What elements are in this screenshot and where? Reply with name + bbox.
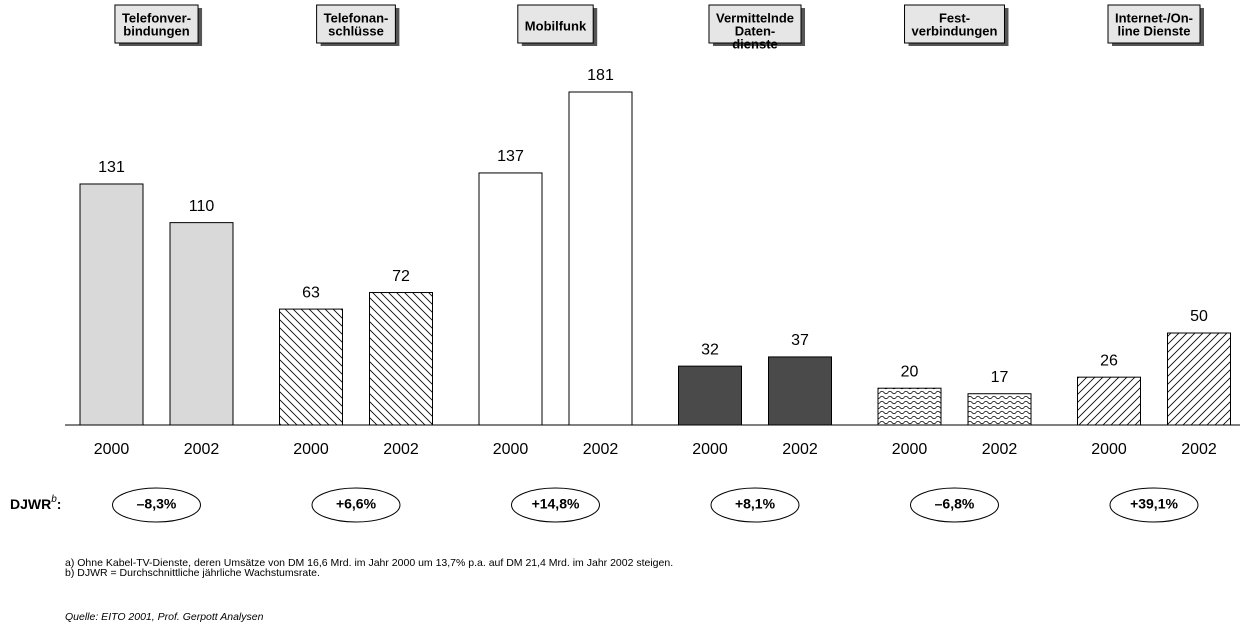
bar: [279, 308, 343, 426]
title-box: [708, 4, 802, 44]
bar: [877, 387, 942, 426]
value-label: 17: [991, 369, 1009, 386]
value-label: 63: [302, 284, 320, 301]
value-label: 181: [587, 67, 614, 84]
group-title: Mobilfunk: [525, 18, 587, 33]
bar: [369, 292, 433, 426]
bar: [967, 393, 1032, 426]
growth-ellipse: [112, 487, 201, 523]
growth-label: +8,1%: [735, 496, 776, 512]
bar: [678, 365, 742, 426]
group-title: bindungen: [123, 23, 189, 38]
value-label: 72: [392, 268, 410, 285]
group-title: Vermittelnde: [716, 10, 794, 25]
x-tick-label: 2002: [583, 441, 619, 458]
growth-label: +6,6%: [336, 496, 377, 512]
growth-ellipse: [511, 487, 600, 523]
growth-caption: DJWRb:: [10, 494, 61, 512]
x-tick-label: 2000: [293, 441, 329, 458]
group-title: Internet-/On-: [1115, 10, 1193, 25]
x-tick-label: 2002: [1181, 441, 1217, 458]
bar: [1077, 376, 1141, 426]
group-title: Daten-: [735, 23, 775, 38]
value-label: 50: [1190, 308, 1208, 325]
value-label: 131: [98, 159, 125, 176]
growth-label: +39,1%: [1130, 496, 1178, 512]
growth-ellipse: [710, 487, 800, 523]
footnote: a) Ohne Kabel-TV-Dienste, deren Umsätze …: [65, 557, 673, 569]
value-label: 137: [497, 148, 524, 165]
x-tick-label: 2002: [184, 441, 220, 458]
title-box: [114, 4, 199, 44]
bar: [1167, 332, 1231, 426]
value-label: 32: [701, 341, 719, 358]
bar: [478, 172, 543, 426]
caption-label: DJWR: [10, 496, 51, 512]
bar: [169, 222, 234, 426]
value-label: 110: [189, 198, 215, 215]
title-box: [904, 4, 1005, 44]
title-box: [316, 4, 396, 44]
group-title: verbindungen: [912, 23, 998, 38]
value-label: 37: [791, 332, 809, 349]
title-box: [1107, 4, 1201, 44]
x-tick-label: 2002: [782, 441, 818, 458]
group-title: schlüsse: [328, 23, 384, 38]
x-tick-label: 2000: [493, 441, 529, 458]
bar: [568, 91, 633, 426]
group-title: dienste: [732, 36, 778, 51]
x-tick-label: 2000: [94, 441, 130, 458]
group-title: line Dienste: [1118, 23, 1191, 38]
value-label: 26: [1100, 352, 1118, 369]
bar: [79, 183, 144, 426]
group-title: Telefonver-: [122, 10, 191, 25]
group-title: Telefonan-: [324, 10, 389, 25]
group-title: Fest-: [939, 10, 970, 25]
growth-ellipse: [311, 487, 401, 523]
value-label: 20: [901, 363, 919, 380]
caption-sup: b: [51, 494, 57, 505]
x-tick-label: 2000: [1091, 441, 1127, 458]
caption-suffix: :: [57, 496, 62, 512]
growth-label: –6,8%: [935, 496, 975, 512]
growth-label: +14,8%: [532, 496, 580, 512]
source: Quelle: EITO 2001, Prof. Gerpott Analyse…: [65, 611, 264, 623]
title-box: [517, 4, 594, 44]
bar: [768, 356, 832, 426]
growth-ellipse: [910, 487, 999, 523]
footnote: b) DJWR = Durchschnittliche jährliche Wa…: [65, 567, 320, 579]
x-tick-label: 2000: [692, 441, 728, 458]
x-tick-label: 2000: [892, 441, 928, 458]
growth-ellipse: [1109, 487, 1199, 523]
x-tick-label: 2002: [982, 441, 1018, 458]
growth-label: –8,3%: [137, 496, 177, 512]
x-tick-label: 2002: [383, 441, 419, 458]
